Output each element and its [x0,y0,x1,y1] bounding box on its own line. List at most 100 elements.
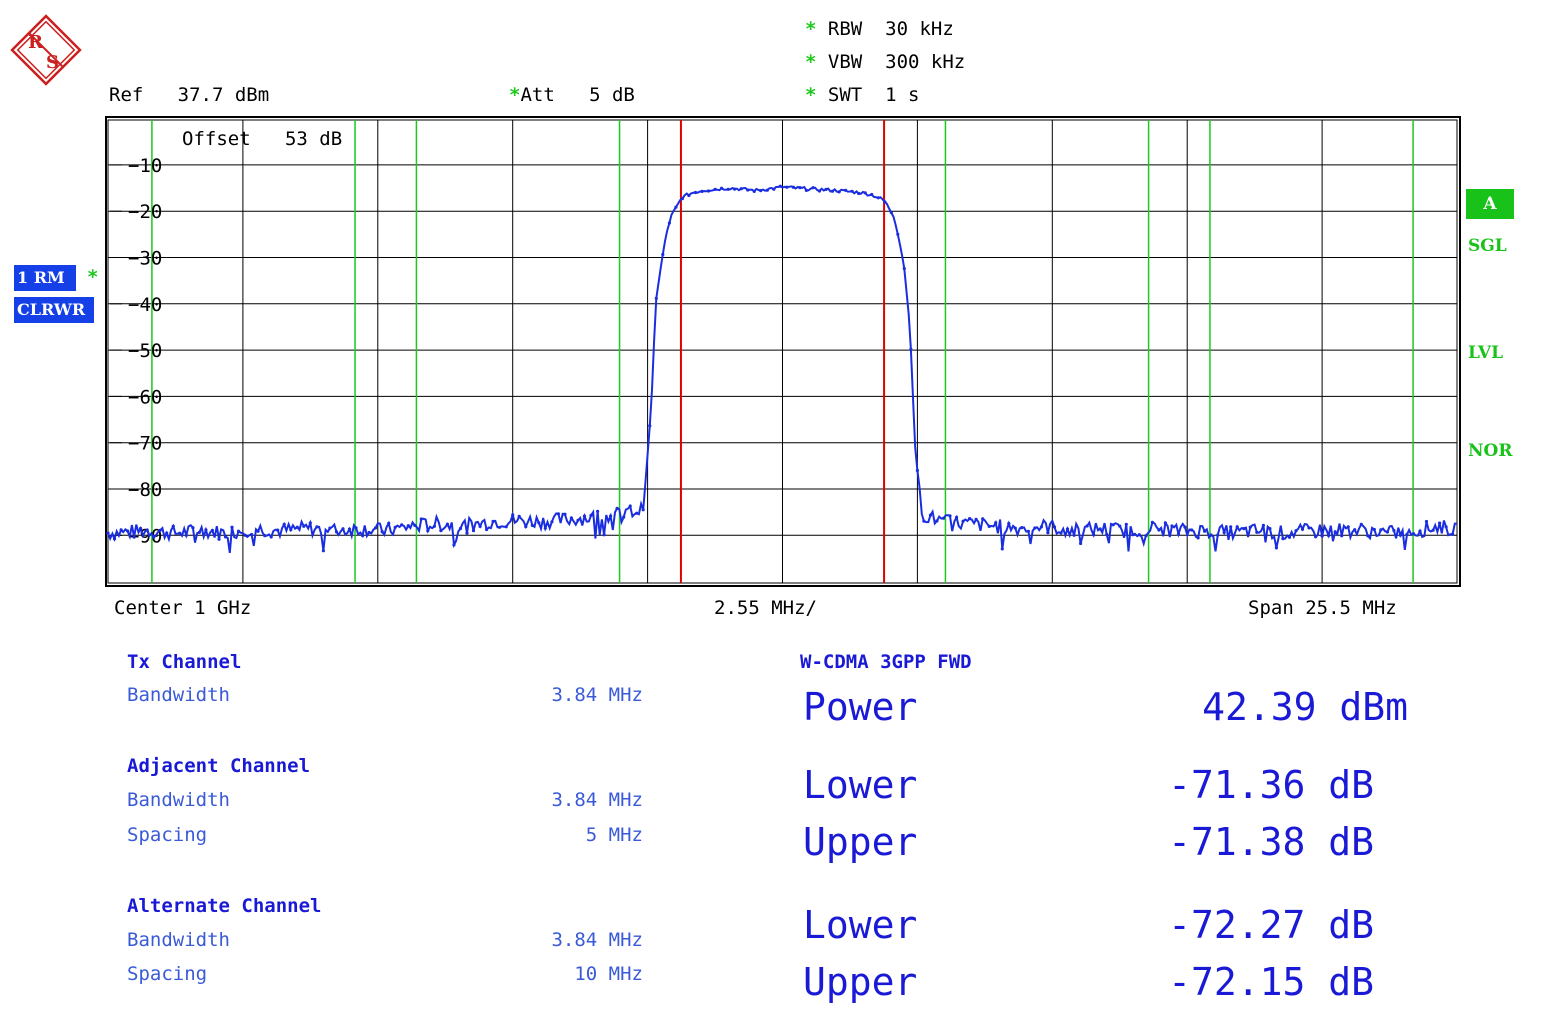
offset-value: 53 dB [284,128,343,150]
trace-sample-point [1235,525,1239,529]
trace-sample-point [798,186,802,190]
trace-sample-point [354,526,358,530]
trace-sample-point [217,537,221,541]
trace-sample-point [1340,534,1344,538]
trace-sample-point [1314,535,1318,539]
vbw-star: * [805,51,817,73]
trace-sample-point [197,530,201,535]
trace-sample-point [791,185,796,189]
trace-sample-point [1379,528,1383,532]
trace-sample-point [511,513,515,517]
trace-sample-point [1438,521,1442,525]
trace-sample-point [1327,533,1331,538]
trace-sample-point [321,549,325,553]
tx-channel-title: Tx Channel [127,651,242,673]
trace-sample-point [1059,531,1063,535]
trace-sample-point [687,193,691,198]
trace-sample-point [341,527,345,531]
y-tick-label: −60 [128,386,162,408]
standard-title: W-CDMA 3GPP FWD [800,651,972,673]
trace-sample-point [615,506,619,510]
trace-sample-point [569,516,574,520]
trace-sample-point [152,535,156,540]
trace-sample-point [361,534,365,538]
trace-sample-point [1203,529,1207,533]
trace-sample-point [295,525,299,529]
trace-sample-point [406,524,410,528]
trace-sample-point [210,528,214,533]
trace-sample-point [1222,530,1226,535]
trace-sample-point [145,528,149,532]
adjacent-spacing-value: 5 MHz [585,824,643,846]
trace-sample-point [1039,525,1043,529]
y-tick-label: −10 [128,155,162,177]
trace-sample-point [1092,533,1096,537]
trace-sample-point [1000,547,1004,551]
trace-sample-point [432,524,436,528]
y-tick-label: −50 [128,340,162,362]
trace-sample-point [328,526,332,530]
trace-sample-point [804,188,809,192]
trace-sample-point [1366,534,1370,538]
trace-sample-point [1196,536,1200,540]
trace-sample-point [759,189,763,193]
trace-sample-point [230,525,234,529]
trace-sample-point [870,192,874,197]
trace-sample-point [367,530,371,535]
trace-sample-point [374,526,378,530]
trace-sample-point [948,514,952,518]
trace-sample-point [1065,527,1070,531]
trace-sample-point [243,533,247,537]
trace-sample-point [256,529,260,533]
trace-sample-point [922,519,926,523]
trace-sample-point [1451,532,1455,536]
attenuation: *Att 5 dB [509,84,635,106]
trace-sample-point [498,525,502,529]
trace-sample-point [1398,533,1402,537]
trace-sample-point [994,521,998,525]
trace-sample-point [1111,523,1115,527]
swt-label: SWT [827,84,863,106]
plot-frame [105,116,1461,587]
trace-sample-point [746,188,750,192]
trace-sample-point [537,521,541,525]
trace-sample-point [139,526,143,531]
trace-sample-point [635,511,639,515]
trace-sample-point [1131,533,1135,537]
trace-sample-point [609,514,613,518]
trace-sample-point [909,347,913,351]
trace-sample-point [739,187,743,191]
trace-sample-point [393,525,397,529]
trace-sample-point [726,187,730,191]
trace-sample-point [1150,520,1154,525]
trace-sample-point [517,514,521,519]
trace-sample-point [844,188,848,192]
alternate-upper-label: Upper [803,960,918,1004]
trace-sample-point [171,524,175,528]
trace-sample-point [641,508,645,512]
rs-logo: R S [10,14,82,86]
tx-bandwidth-label: Bandwidth [127,684,230,706]
span-frequency: Span 25.5 MHz [1248,597,1397,619]
trace-sample-point [236,529,241,533]
trace-sample-point [1411,532,1416,536]
trace-sample-point [1046,531,1050,535]
rbw-star: * [805,18,817,40]
adjacent-lower-value: -71.36 dB [1168,763,1374,807]
trace-sample-point [1274,546,1278,550]
trace-sample-point [876,196,880,200]
y-tick-label: −90 [128,525,162,547]
trace-sample-point [1424,519,1429,524]
trace-sample-point [491,519,495,524]
trace-sample-point [452,543,456,547]
trace-sample-point [1255,530,1259,534]
trace-sample-point [165,531,169,535]
vbw-value: 300 kHz [885,51,966,73]
trace-sample-point [896,232,900,236]
vbw-label: VBW [827,51,863,73]
trace-sample-point [1052,525,1057,529]
nor-indicator: NOR [1468,441,1513,461]
rbw-value: 30 kHz [885,18,954,40]
trace-sample-point [556,512,561,516]
